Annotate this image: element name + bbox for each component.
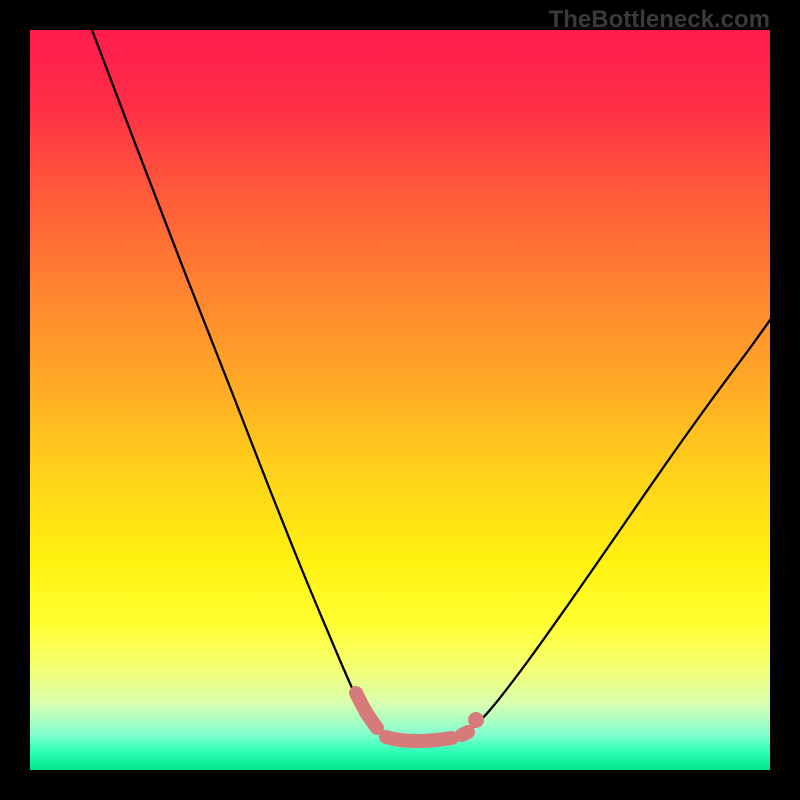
watermark-text: TheBottleneck.com bbox=[549, 6, 770, 34]
gradient-background bbox=[30, 30, 770, 770]
marker-right-stub bbox=[462, 732, 468, 735]
chart-container: TheBottleneck.com bbox=[0, 0, 800, 800]
marker-right-dot bbox=[468, 712, 484, 728]
chart-svg bbox=[0, 0, 800, 800]
marker-bottom bbox=[386, 737, 452, 741]
